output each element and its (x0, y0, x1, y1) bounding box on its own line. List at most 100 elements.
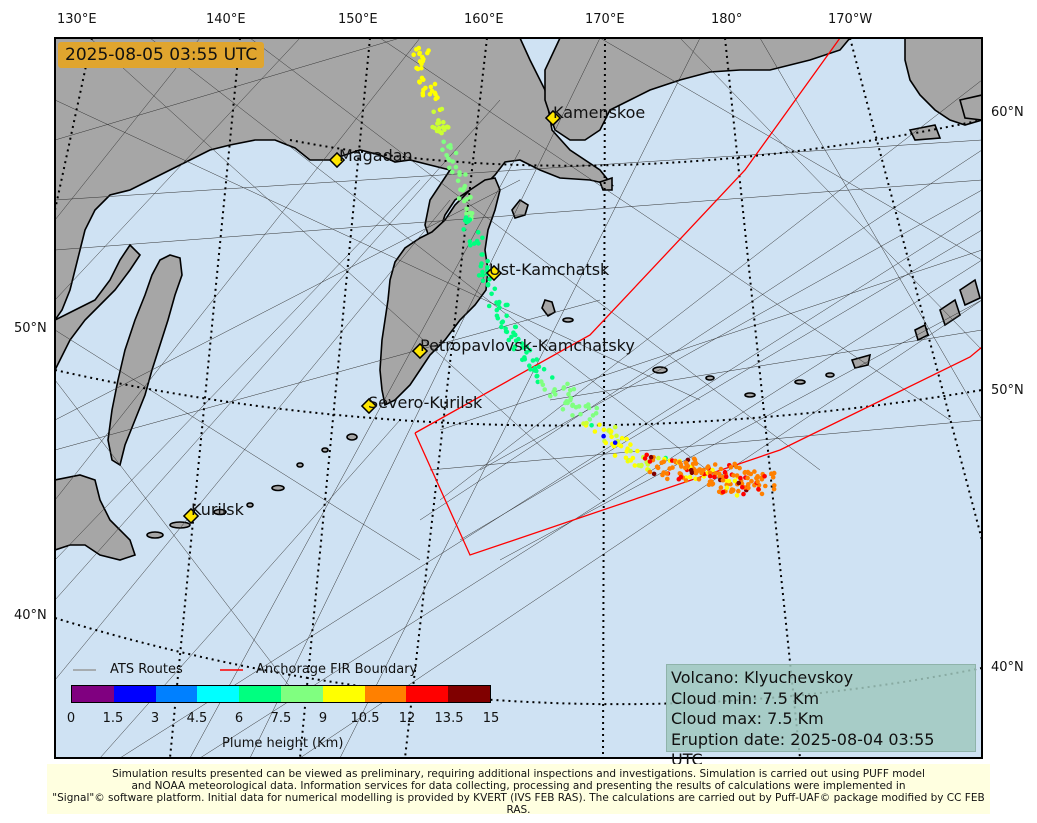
plume-particle (561, 386, 566, 391)
plume-particle (718, 485, 724, 490)
plume-particle (421, 77, 426, 83)
plume-particle (770, 475, 776, 480)
plume-particle (581, 421, 586, 426)
colorbar-segment (72, 686, 114, 702)
graticule (55, 38, 982, 758)
plume-particle (570, 413, 575, 418)
plume-particle (713, 471, 718, 476)
plume-particle (696, 477, 702, 482)
plume-particle (499, 320, 505, 325)
plume-particle (436, 125, 442, 131)
plume-particle (522, 357, 528, 362)
plume-particle (718, 466, 724, 472)
plume-particle (492, 286, 498, 292)
plume-particle (509, 334, 514, 340)
colorbar-segment (322, 686, 365, 702)
plume-particle (417, 59, 423, 64)
plume-particle (456, 196, 462, 201)
plume-particle (467, 239, 473, 244)
plume-particle (534, 368, 539, 374)
plume-particle (647, 469, 653, 475)
plume-particle (705, 465, 710, 471)
plume-particle (503, 326, 508, 331)
city-label: Ust-Kamchatsk (489, 260, 610, 279)
plume-particle (720, 489, 726, 495)
plume-particle (741, 491, 746, 497)
lon-label: 170°W (828, 12, 873, 27)
plume-particle (749, 478, 754, 484)
plume-particle (417, 51, 422, 57)
plume-particle (771, 470, 777, 476)
plume-particle (480, 235, 485, 241)
plume-particle (440, 124, 446, 130)
plume-particle (619, 435, 625, 441)
plume-particle (480, 269, 485, 275)
plume-particle (552, 387, 557, 392)
colorbar-tick-label: 4.5 (186, 711, 208, 726)
plume-particle (411, 52, 417, 57)
plume-particle (687, 474, 693, 480)
plume-particle (762, 474, 767, 479)
plume-particle (603, 440, 609, 446)
colorbar-segment (280, 686, 323, 702)
plume-particle (755, 479, 760, 485)
plume-particle (642, 456, 648, 461)
plume-particle (499, 324, 504, 330)
plume-particle (570, 402, 575, 408)
lon-label: 170°E (585, 12, 625, 27)
plume-particle (752, 469, 757, 474)
plume-particle (709, 479, 714, 484)
plume-particle (429, 88, 435, 94)
city-label: Kurilsk (191, 500, 244, 519)
plume-particle (485, 282, 491, 288)
plume-particle (439, 106, 445, 112)
disclaimer-footer: Simulation results presented can be view… (47, 764, 990, 816)
plume-particle (494, 307, 500, 313)
footer-line-3: "Signal"© software platform. Initial dat… (52, 792, 985, 816)
lat-label: 50°N (14, 321, 47, 336)
plume-particle (446, 125, 451, 130)
plume-particle (664, 471, 670, 476)
plume-particle (699, 470, 704, 476)
plume-particle (468, 195, 473, 200)
ash-plume (411, 45, 777, 498)
plume-particle (624, 449, 630, 454)
ats-routes (55, 38, 982, 758)
plume-particle (683, 478, 689, 483)
plume-particle (487, 277, 492, 282)
plume-particle (670, 465, 675, 470)
plume-particle (476, 273, 482, 278)
plume-particle (427, 92, 433, 97)
plume-particle (524, 350, 529, 355)
plume-particle (444, 153, 449, 158)
plume-particle (432, 81, 438, 87)
plume-particle (447, 157, 452, 163)
colorbar-segment (364, 686, 407, 702)
plume-particle (722, 469, 728, 475)
plume-particle (479, 252, 485, 257)
colorbar-segment (155, 686, 198, 702)
plume-particle (455, 178, 461, 184)
plume-particle (541, 366, 547, 372)
colorbar-segment (406, 686, 449, 702)
plume-particle (466, 219, 471, 224)
plume-particle (489, 291, 494, 297)
plume-particle (441, 139, 447, 145)
plume-particle (448, 145, 453, 151)
land (55, 38, 982, 561)
plume-particle (415, 66, 421, 72)
plume-particle (628, 442, 633, 447)
colorbar-segment (448, 686, 490, 702)
colorbar-tick-label: 0 (66, 711, 76, 726)
plume-particle (676, 476, 682, 482)
lon-label: 160°E (464, 12, 504, 27)
plume-particle (511, 346, 517, 352)
plume-particle (589, 423, 594, 428)
plume-particle (453, 164, 459, 170)
lon-label: 130°E (57, 12, 97, 27)
plume-particle (463, 172, 468, 177)
plume-particle (587, 417, 593, 422)
plume-particle (738, 475, 743, 481)
colorbar-tick-label: 9 (318, 711, 328, 726)
